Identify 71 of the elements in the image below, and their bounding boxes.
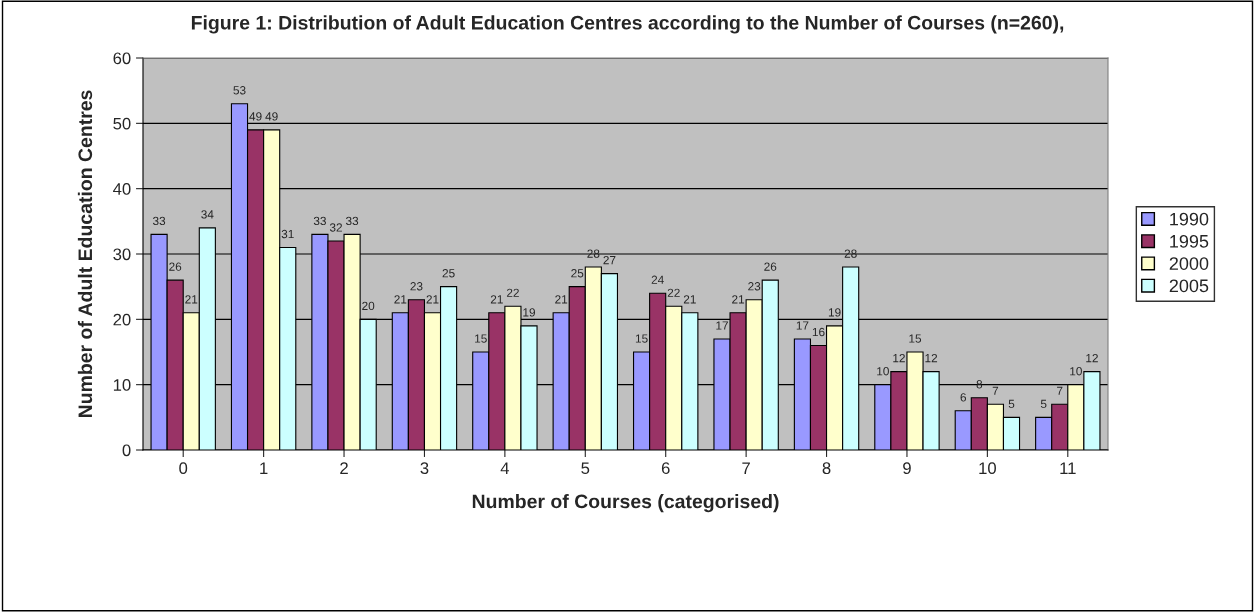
data-label: 22 xyxy=(667,288,680,297)
data-label: 10 xyxy=(1070,367,1082,376)
data-label: 21 xyxy=(490,295,503,304)
x-tick-label: 9 xyxy=(903,462,911,475)
y-tick-label: 40 xyxy=(113,183,131,195)
data-label: 12 xyxy=(893,353,905,363)
data-label: 33 xyxy=(152,216,166,226)
data-label: 5 xyxy=(1040,399,1047,409)
data-label: 23 xyxy=(410,282,423,291)
x-tick-label: 11 xyxy=(1060,462,1076,474)
data-label: 23 xyxy=(748,282,761,291)
data-label: 21 xyxy=(394,295,407,304)
data-label: 15 xyxy=(475,334,487,343)
legend-label: 2005 xyxy=(1169,279,1209,293)
data-label: 10 xyxy=(877,367,889,376)
chart-title: Figure 1: Distribution of Adult Education Centres according to the Number of Courses (n=260), xyxy=(191,15,1064,34)
data-label: 12 xyxy=(925,353,938,363)
x-axis-title: Number of Courses (categorised) xyxy=(472,494,779,513)
data-label: 17 xyxy=(796,321,809,330)
data-label: 7 xyxy=(992,386,999,395)
data-label: 20 xyxy=(362,301,375,311)
data-label: 27 xyxy=(603,255,616,265)
x-tick-label: 10 xyxy=(979,462,996,475)
data-label: 15 xyxy=(909,334,922,343)
data-label: 21 xyxy=(683,295,696,304)
data-label: 5 xyxy=(1008,399,1015,409)
data-label: 6 xyxy=(960,393,967,402)
legend-label: 1995 xyxy=(1170,234,1209,248)
data-label: 21 xyxy=(732,295,745,304)
x-tick-label: 7 xyxy=(742,462,750,474)
x-tick-label: 5 xyxy=(581,462,590,475)
data-label: 12 xyxy=(1086,353,1098,363)
data-label: 7 xyxy=(1057,386,1063,395)
legend-label: 2000 xyxy=(1169,257,1209,270)
x-tick-label: 4 xyxy=(500,462,510,474)
data-label: 17 xyxy=(716,321,728,330)
data-label: 33 xyxy=(345,216,359,226)
data-label: 22 xyxy=(506,288,519,297)
data-label: 15 xyxy=(635,334,648,343)
data-label: 21 xyxy=(426,295,439,304)
x-tick-label: 0 xyxy=(179,462,188,475)
data-label: 26 xyxy=(764,262,777,271)
data-label: 19 xyxy=(828,308,841,317)
data-label: 34 xyxy=(201,210,214,219)
y-tick-label: 50 xyxy=(113,117,131,130)
data-label: 16 xyxy=(812,327,825,337)
data-label: 25 xyxy=(442,269,455,278)
data-label: 33 xyxy=(313,216,326,226)
data-label: 26 xyxy=(169,262,182,271)
data-label: 25 xyxy=(571,269,584,278)
y-tick-label: 10 xyxy=(113,379,131,391)
y-axis-title: Number of Adult Education Centres xyxy=(77,90,93,418)
data-label: 19 xyxy=(523,308,536,317)
y-tick-label: 30 xyxy=(113,248,131,261)
y-tick-label: 20 xyxy=(113,313,131,326)
legend-label: 1990 xyxy=(1170,212,1209,226)
data-label: 21 xyxy=(555,295,568,304)
data-label: 32 xyxy=(329,223,342,232)
x-tick-label: 3 xyxy=(420,462,429,475)
x-tick-label: 6 xyxy=(661,462,670,475)
y-tick-label: 0 xyxy=(122,444,131,457)
data-label: 49 xyxy=(265,112,278,121)
data-label: 49 xyxy=(249,112,262,121)
data-label: 21 xyxy=(185,295,198,304)
x-tick-label: 1 xyxy=(260,462,268,474)
x-tick-label: 8 xyxy=(822,462,831,475)
y-tick-label: 60 xyxy=(113,52,131,65)
data-label: 53 xyxy=(233,86,246,95)
data-label: 24 xyxy=(651,275,664,284)
data-label: 31 xyxy=(281,229,294,239)
x-tick-label: 2 xyxy=(340,462,348,474)
